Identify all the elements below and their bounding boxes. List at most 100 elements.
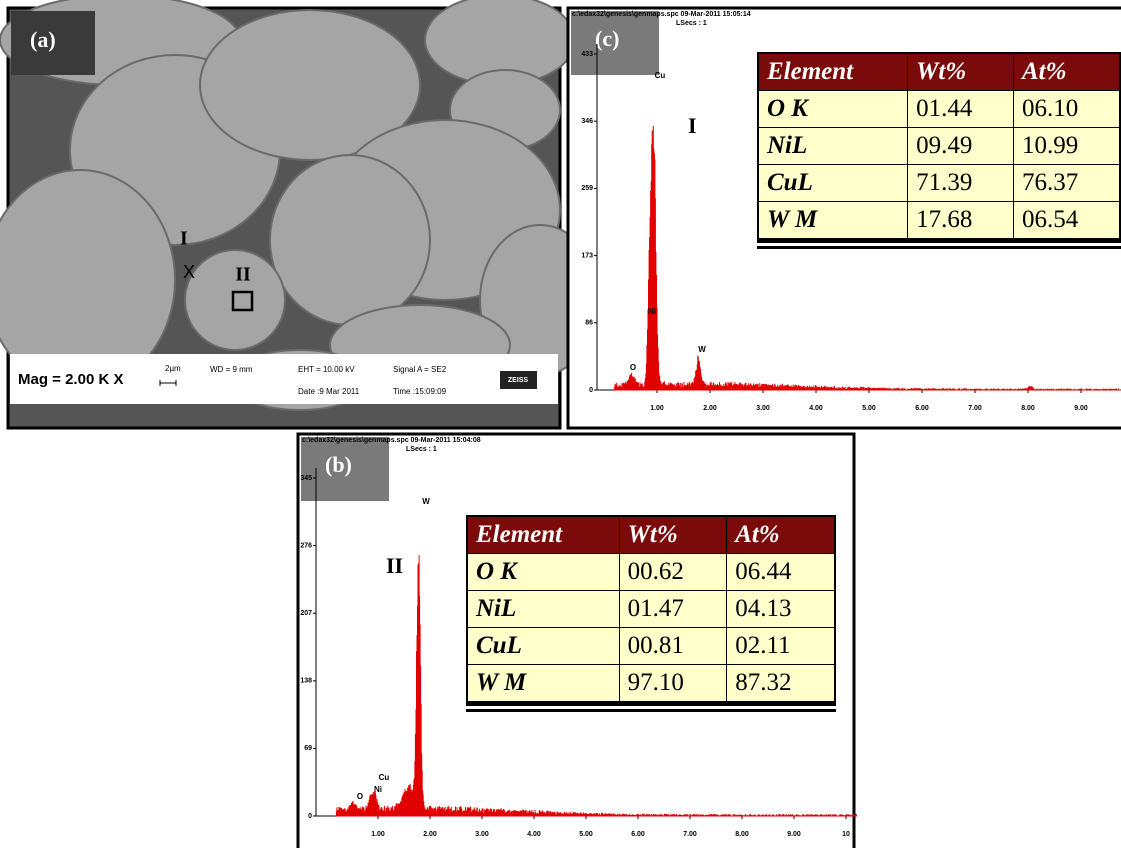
header-cell: At% <box>1013 53 1120 91</box>
table-cell: 00.62 <box>619 554 727 591</box>
header-cell: Element <box>467 516 619 554</box>
x-tick-label: 2.00 <box>423 831 437 838</box>
table-cell: 06.54 <box>1013 202 1120 240</box>
y-tick-label: 345 <box>300 475 312 482</box>
x-tick-label: 5.00 <box>579 831 593 838</box>
y-tick-label: 276 <box>300 542 312 549</box>
table-cell: NiL <box>467 591 619 628</box>
table-cell: 71.39 <box>908 165 1014 202</box>
x-tick-label: 5.00 <box>862 405 876 412</box>
table-cell: W M <box>758 202 908 240</box>
table-cell: 01.44 <box>908 91 1014 128</box>
y-tick-label: 259 <box>581 185 593 192</box>
x-tick-label: 2.00 <box>703 405 717 412</box>
table-cell: 10.99 <box>1013 128 1120 165</box>
table-cell: 06.10 <box>1013 91 1120 128</box>
x-tick-label: 7.00 <box>968 405 982 412</box>
table-cell: 97.10 <box>619 665 727 703</box>
live-seconds: LSecs : 1 <box>406 446 437 453</box>
signal: Signal A = SE2 <box>393 365 447 374</box>
peak-label: O <box>357 792 363 801</box>
x-tick-label: 6.00 <box>915 405 929 412</box>
table-cell: CuL <box>467 628 619 665</box>
table-cell: 09.49 <box>908 128 1014 165</box>
x-tick-label: 9.00 <box>787 831 801 838</box>
magnification: Mag = 2.00 K X <box>18 371 123 388</box>
x-tick-label: 9.00 <box>1074 405 1088 412</box>
point-marker: X <box>183 262 195 282</box>
point-label: I <box>180 228 188 250</box>
header-cell: Wt% <box>619 516 727 554</box>
table-cell: O K <box>467 554 619 591</box>
table-cell: CuL <box>758 165 908 202</box>
y-tick-label: 346 <box>581 118 593 125</box>
x-tick-label: 1.00 <box>650 405 664 412</box>
x-tick-label: 10 <box>842 831 850 838</box>
table-cell: O K <box>758 91 908 128</box>
scale-label: 2µm <box>165 364 181 373</box>
panel-label: (c) <box>595 26 619 51</box>
header-cell: Wt% <box>908 53 1014 91</box>
x-tick-label: 8.00 <box>1021 405 1035 412</box>
table-cell: 04.13 <box>727 591 835 628</box>
logo: ZEISS <box>508 377 529 384</box>
file-header: c:\edax32\genesis\genmaps.spc 09-Mar-201… <box>572 11 751 18</box>
panel-label: (a) <box>30 27 56 52</box>
y-tick-label: 86 <box>585 320 593 327</box>
header-cell: Element <box>758 53 908 91</box>
table-cell: NiL <box>758 128 908 165</box>
page: (a) I X II Mag = 2.00 K X 2µm WD = 9 mm … <box>0 0 1121 848</box>
y-tick-label: 138 <box>300 678 312 685</box>
x-tick-label: 3.00 <box>756 405 770 412</box>
y-tick-label: 433 <box>581 51 593 58</box>
y-tick-label: 0 <box>308 813 312 820</box>
table-cell: 87.32 <box>727 665 835 703</box>
x-tick-label: 1.00 <box>371 831 385 838</box>
y-tick-label: 0 <box>589 387 593 394</box>
live-seconds: LSecs : 1 <box>676 20 707 27</box>
peak-label: Ni <box>648 307 656 316</box>
table-cell: 02.11 <box>727 628 835 665</box>
eht: EHT = 10.00 kV <box>298 365 355 374</box>
table-underline <box>757 240 1121 249</box>
x-tick-label: 3.00 <box>475 831 489 838</box>
x-tick-label: 8.00 <box>735 831 749 838</box>
peak-label: Cu <box>655 71 666 80</box>
y-tick-label: 69 <box>304 745 312 752</box>
peak-label: W <box>422 497 430 506</box>
table-cell: 01.47 <box>619 591 727 628</box>
x-tick-label: 7.00 <box>683 831 697 838</box>
point-label: II <box>386 553 403 578</box>
date: Date :9 Mar 2011 <box>298 387 360 396</box>
file-header: c:\edax32\genesis\genmaps.spc 09-Mar-201… <box>302 437 481 444</box>
table-cell: 17.68 <box>908 202 1014 240</box>
header-cell: At% <box>727 516 835 554</box>
wd: WD = 9 mm <box>210 365 253 374</box>
x-tick-label: 4.00 <box>809 405 823 412</box>
point-label: II <box>235 264 251 286</box>
panel-label: (b) <box>325 452 352 477</box>
peak-label: Ni <box>374 785 382 794</box>
y-tick-label: 207 <box>300 610 312 617</box>
table-underline <box>466 703 836 712</box>
table-cell: W M <box>467 665 619 703</box>
peak-label: Cu <box>379 773 390 782</box>
table-cell: 76.37 <box>1013 165 1120 202</box>
time: Time :15:09:09 <box>393 387 447 396</box>
y-tick-label: 173 <box>581 252 593 259</box>
peak-label: O <box>630 363 636 372</box>
x-tick-label: 6.00 <box>631 831 645 838</box>
table-cell: 00.81 <box>619 628 727 665</box>
point-label: I <box>688 113 697 138</box>
table-cell: 06.44 <box>727 554 835 591</box>
